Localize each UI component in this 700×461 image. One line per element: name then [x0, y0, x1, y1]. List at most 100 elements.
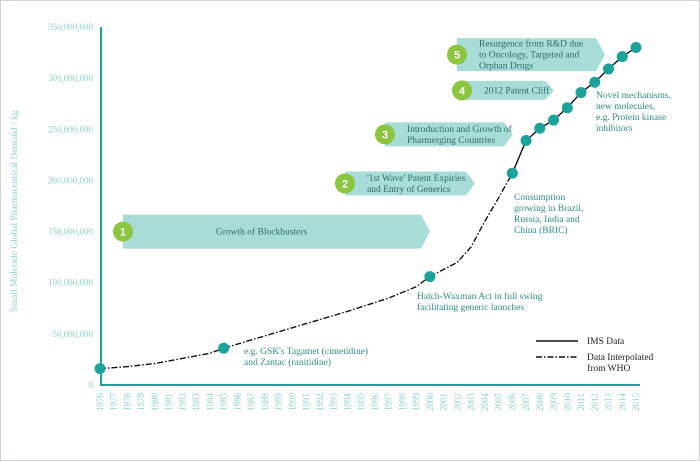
phase-badge: [335, 173, 355, 194]
phase-label: to Oncology, Targeted and: [479, 51, 579, 61]
y-axis-title: Small Molecule Global Pharmaceutical Dem…: [10, 110, 20, 311]
x-tick-label: 2011: [576, 393, 586, 411]
annotation-hatch: facilitating generic launches: [417, 302, 524, 313]
phase-label: 2012 Patent Cliff: [484, 85, 550, 96]
data-point: [520, 135, 532, 147]
data-point: [218, 342, 230, 354]
annotation-hatch: Hatch-Waxman Act in full swing: [417, 291, 543, 302]
annotation-novel: inhibitors: [596, 124, 633, 134]
phase-number: 2: [342, 178, 348, 190]
annotation-novel: e.g. Protein kinase: [596, 113, 666, 123]
x-tick-label: 2012: [590, 393, 600, 411]
x-tick-label: 2015: [631, 393, 641, 412]
x-tick-label: 1998: [397, 393, 407, 412]
x-tick-label: 2003: [466, 393, 476, 412]
annotation-tagamet: and Zantac (ranitidine): [244, 357, 331, 368]
x-tick-label: 1995: [356, 393, 366, 412]
data-point: [534, 122, 546, 134]
x-tick-label: 2001: [439, 393, 449, 411]
x-tick-label: 1993: [329, 393, 339, 412]
phase-arrow: [462, 80, 554, 100]
phase-label: Resurgence from R&D due: [479, 39, 583, 50]
phase-number: 1: [120, 227, 126, 239]
series-line: [99, 172, 513, 370]
x-tick-label: 1991: [301, 393, 311, 411]
data-point: [589, 76, 601, 88]
y-tick-label: 150,000,000: [48, 227, 94, 237]
x-tick-label: 2007: [521, 393, 531, 412]
data-point: [506, 167, 518, 179]
phase-badge: [113, 221, 133, 242]
x-tick-label: 2004: [480, 393, 490, 412]
phase-number: 3: [382, 129, 388, 141]
x-tick-label: 1981: [164, 393, 174, 411]
phase-arrow: [457, 38, 605, 72]
phase-arrow: [123, 214, 430, 249]
x-tick-label: 1986: [232, 393, 242, 412]
x-tick-label: 1988: [260, 393, 270, 412]
y-tick-label: 250,000,000: [48, 124, 94, 134]
x-tick-label: 1990: [287, 393, 297, 412]
y-tick-label: 200,000,000: [48, 175, 94, 185]
phase-4: 4 2012 Patent Cliff: [452, 80, 554, 101]
x-tick-label: 1999: [411, 393, 421, 412]
phase-label: Pharmerging Countries: [407, 136, 496, 146]
phase-badge: [452, 80, 472, 101]
x-tick-label: 2005: [494, 393, 504, 412]
x-tick-label: 2008: [535, 393, 545, 412]
x-tick-label: 1984: [205, 393, 215, 412]
x-tick-label: 2013: [604, 393, 614, 412]
x-tick-label: 1985: [219, 393, 229, 412]
y-tick-label: 0: [89, 380, 94, 390]
x-tick-label: 2014: [617, 393, 627, 412]
x-tick-label: 1982: [177, 393, 187, 411]
x-tick-label: 1980: [150, 393, 160, 412]
phase-label: Growth of Blockbusters: [216, 227, 308, 238]
phase-number: 5: [454, 50, 460, 62]
data-point: [548, 114, 560, 126]
series-line: [511, 46, 637, 174]
annotation-bric: growing in Brazil,: [514, 204, 583, 214]
phase-label: and Entry of Generics: [367, 184, 451, 195]
phase-1: 1 Growth of Blockbusters: [113, 214, 430, 249]
phase-arrow: [345, 171, 475, 196]
x-tick-label: 2002: [452, 393, 462, 411]
x-tick-label: 1997: [384, 393, 394, 412]
annotation-bric: Consumption: [514, 193, 565, 203]
data-point: [603, 63, 615, 75]
legend-label-who: from WHO: [587, 363, 630, 374]
data-point: [94, 363, 106, 375]
phase-number: 4: [459, 85, 466, 97]
x-tick-label: 1996: [370, 393, 380, 412]
x-tick-label: 1989: [274, 393, 284, 412]
x-tick-label: 1979: [136, 393, 146, 412]
x-tick-label: 2006: [507, 393, 517, 412]
x-tick-label: 2000: [425, 393, 435, 412]
x-tick-label: 1992: [315, 393, 325, 411]
annotation-tagamet: e.g. GSK's Tagamet (cimetidine): [244, 346, 368, 357]
x-tick-label: 1994: [342, 393, 352, 412]
y-tick-label: 100,000,000: [48, 278, 94, 288]
annotation-bric: China (BRIC): [514, 225, 568, 236]
x-tick-label: 1977: [109, 393, 119, 412]
annotation-novel: new molecules,: [596, 102, 655, 112]
data-point: [575, 86, 587, 98]
y-tick-label: 350,000,000: [48, 22, 94, 32]
phase-label: '1st Wave' Patent Expiries: [367, 174, 466, 184]
data-point: [561, 102, 573, 114]
y-tick-label: 300,000,000: [48, 73, 94, 83]
legend-label-who: Data Interpolated: [587, 353, 653, 363]
phase-label: Introduction and Growth of: [407, 124, 513, 135]
data-point: [424, 271, 436, 283]
phase-badge: [447, 44, 467, 65]
x-tick-label: 2010: [562, 393, 572, 412]
x-tick-label: 1987: [246, 393, 256, 412]
y-tick-label: 50,000,000: [53, 329, 94, 339]
x-tick-label: 1978: [122, 393, 132, 412]
phase-label: Orphan Drugs: [479, 62, 533, 72]
